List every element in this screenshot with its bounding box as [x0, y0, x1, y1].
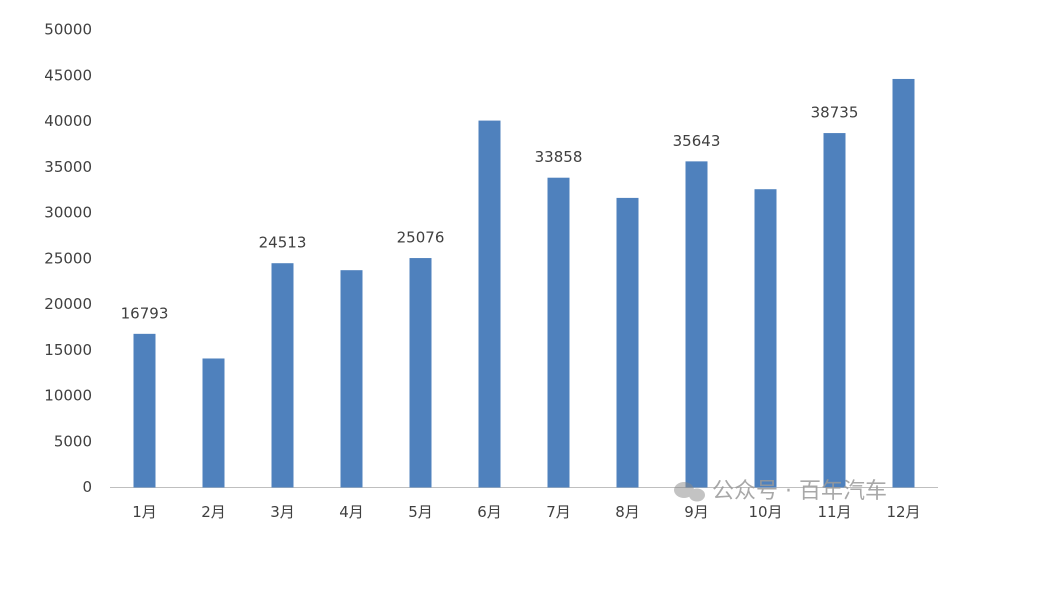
y-tick-label: 25000 [44, 249, 92, 267]
watermark: 公众号 · 百年汽车 [712, 479, 887, 504]
x-tick-label: 5月 [408, 503, 433, 521]
bar [892, 78, 915, 488]
bar [823, 133, 846, 488]
data-label: 33858 [535, 148, 583, 166]
y-tick-label: 10000 [44, 387, 92, 405]
y-tick-label: 45000 [44, 66, 92, 84]
x-tick-label: 9月 [684, 503, 709, 521]
data-label: 16793 [121, 304, 169, 322]
y-tick-label: 0 [82, 478, 92, 496]
y-tick-label: 5000 [54, 432, 92, 450]
x-tick-label: 4月 [339, 503, 364, 521]
x-tick-label: 3月 [270, 503, 295, 521]
bar [133, 333, 156, 488]
x-tick-label: 8月 [615, 503, 640, 521]
bar [271, 263, 294, 488]
x-tick-label: 10月 [748, 503, 782, 521]
bar [340, 270, 363, 488]
data-label: 25076 [397, 229, 445, 247]
bar [754, 189, 777, 488]
y-tick-label: 50000 [44, 21, 92, 39]
data-label: 38735 [811, 104, 859, 122]
data-label: 35643 [673, 132, 721, 150]
y-tick-label: 40000 [44, 112, 92, 130]
bar [547, 177, 570, 488]
y-tick-label: 35000 [44, 158, 92, 176]
watermark-icon [674, 482, 705, 502]
data-label: 24513 [259, 234, 307, 252]
bar [616, 197, 639, 488]
x-tick-label: 1月 [132, 503, 157, 521]
y-tick-label: 30000 [44, 204, 92, 222]
bar [202, 358, 225, 488]
x-tick-label: 12月 [886, 503, 920, 521]
x-tick-label: 2月 [201, 503, 226, 521]
x-tick-label: 11月 [817, 503, 851, 521]
x-tick-label: 6月 [477, 503, 502, 521]
y-tick-label: 20000 [44, 295, 92, 313]
bar [685, 161, 708, 488]
y-tick-label: 15000 [44, 341, 92, 359]
bar [409, 258, 432, 488]
bar [478, 120, 501, 488]
x-tick-label: 7月 [546, 503, 571, 521]
